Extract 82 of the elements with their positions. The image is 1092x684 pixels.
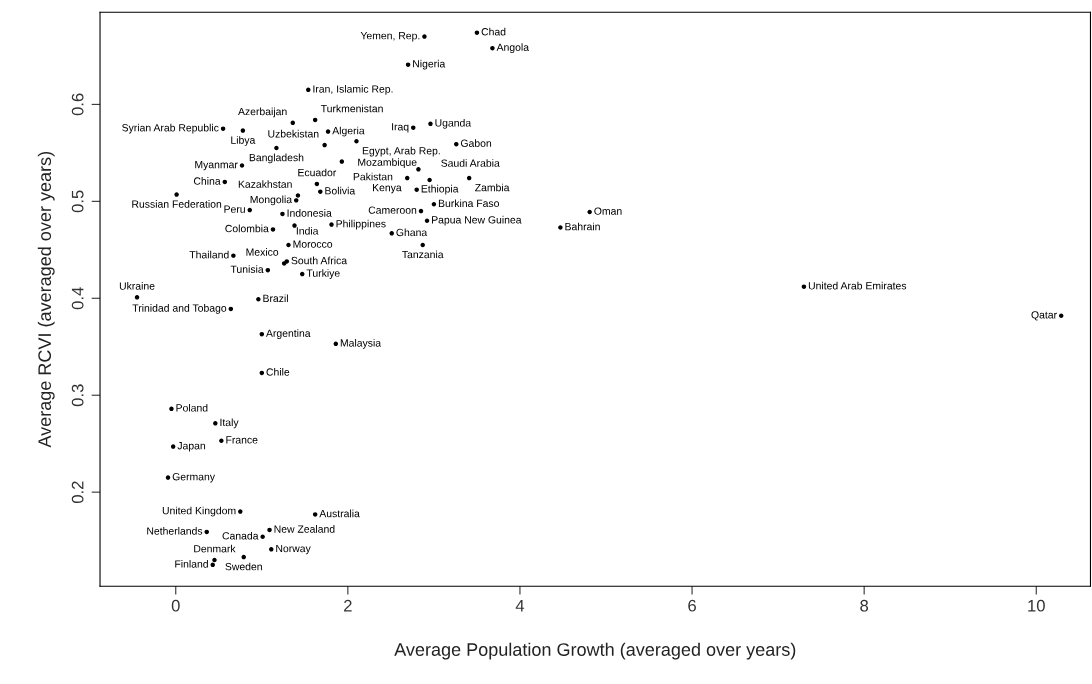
data-label: Oman xyxy=(594,207,622,215)
data-label: Uganda xyxy=(435,118,472,129)
data-label: Russian Federation xyxy=(132,200,222,208)
data-label: Iran, Islamic Rep. xyxy=(313,85,393,95)
data-label: Saudi Arabia xyxy=(441,159,500,167)
data-label: Germany xyxy=(172,473,215,483)
data-label: Ghana xyxy=(396,228,428,237)
data-label: Ukraine xyxy=(119,282,155,290)
data-label: United Arab Emirates xyxy=(808,281,907,290)
data-label: Bolivia xyxy=(325,186,356,195)
data-label: Morocco xyxy=(293,240,333,248)
data-label: Ecuador xyxy=(298,168,337,177)
x-tick-label: 6 xyxy=(688,599,696,612)
data-label: Burkina Faso xyxy=(438,199,499,208)
x-axis-title: Average Population Growth (averaged over years) xyxy=(394,642,796,660)
data-label: Finland xyxy=(175,560,208,568)
data-label: Egypt, Arab Rep. xyxy=(362,146,440,157)
data-label: Cameroon xyxy=(368,206,417,214)
data-label: Canada xyxy=(222,531,259,540)
data-label: Brazil xyxy=(263,294,288,303)
data-label: Kazakhstan xyxy=(238,180,292,188)
data-label: Norway xyxy=(276,544,311,555)
data-label: Indonesia xyxy=(287,209,332,217)
x-tick-label: 8 xyxy=(860,599,869,612)
data-label: Tunisia xyxy=(230,265,264,273)
x-tick-label: 4 xyxy=(515,599,525,612)
data-label: Trinidad and Tobago xyxy=(132,304,227,314)
data-label: Malaysia xyxy=(340,338,382,349)
data-label: Chile xyxy=(266,368,290,376)
data-label: Turkiye xyxy=(306,269,340,279)
y-tick-label: 0.2 xyxy=(71,481,84,504)
data-label: Kenya xyxy=(372,184,402,194)
data-label: Denmark xyxy=(194,544,236,553)
data-label: Pakistan xyxy=(353,172,393,181)
x-tick-label: 0 xyxy=(171,599,180,612)
data-label: New Zealand xyxy=(274,525,335,533)
data-label: Italy xyxy=(220,418,239,429)
data-label: Turkmenistan xyxy=(320,104,383,113)
data-label: Chad xyxy=(481,27,506,36)
data-label: Australia xyxy=(319,509,360,518)
data-label: Angola xyxy=(496,43,530,54)
data-label: India xyxy=(296,226,319,235)
data-label: Ethiopia xyxy=(421,184,459,195)
data-label: Thailand xyxy=(189,250,229,259)
data-label: Syrian Arab Republic xyxy=(122,123,219,134)
data-label: Myanmar xyxy=(195,161,238,171)
data-label: Nigeria xyxy=(413,59,446,70)
x-tick-label: 2 xyxy=(344,599,352,612)
data-label: Sweden xyxy=(225,562,262,571)
data-label: Peru xyxy=(224,205,245,213)
data-label: Qatar xyxy=(1031,311,1057,321)
data-label: Poland xyxy=(176,403,208,412)
data-label: Bangladesh xyxy=(249,153,304,164)
y-tick-label: 0.4 xyxy=(71,287,84,310)
data-label: Uzbekistan xyxy=(268,129,319,138)
y-axis-title: Average RCVI (averaged over years) xyxy=(37,152,55,448)
data-label: Japan xyxy=(177,442,206,452)
data-label: Bahrain xyxy=(565,222,600,231)
data-label: Tanzania xyxy=(402,250,444,259)
data-label: Yemen, Rep. xyxy=(360,32,420,42)
data-label: Argentina xyxy=(265,329,311,339)
data-label: Philippines xyxy=(336,219,386,230)
data-label: Colombia xyxy=(225,224,269,233)
y-tick-label: 0.5 xyxy=(71,190,84,213)
data-label: United Kingdom xyxy=(162,506,236,517)
data-label: Libya xyxy=(231,136,256,146)
y-tick-label: 0.3 xyxy=(71,384,84,407)
data-label: Netherlands xyxy=(147,527,203,535)
data-label: Iraq xyxy=(392,123,409,133)
data-label: France xyxy=(226,436,258,444)
data-label: Mozambique xyxy=(358,158,417,168)
data-label: China xyxy=(193,177,221,185)
data-label: Gabon xyxy=(460,139,492,147)
data-label: Zambia xyxy=(475,183,510,192)
data-label: Papua New Guinea xyxy=(432,215,522,226)
x-tick-label: 10 xyxy=(1028,599,1045,612)
data-label: South Africa xyxy=(291,256,348,265)
y-tick-label: 0.6 xyxy=(71,93,84,116)
data-label: Mexico xyxy=(246,248,279,256)
data-label: Algeria xyxy=(332,126,365,137)
data-label: Mongolia xyxy=(250,195,293,206)
data-label: Azerbaijan xyxy=(238,107,287,118)
